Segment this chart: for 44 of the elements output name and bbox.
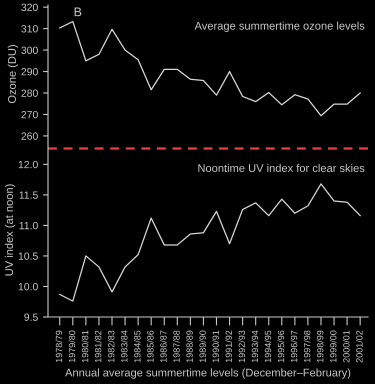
x-tick-label: 1997/98: [304, 330, 310, 362]
y-tick-label: 270: [21, 110, 38, 118]
y-tick-label: 11.5: [20, 192, 38, 199]
y-tick-label: 290: [21, 68, 38, 76]
x-tick-label: 1995/96: [278, 330, 284, 362]
y-tick-label: 320: [21, 4, 38, 12]
y-tick-label: 9.5: [24, 314, 38, 321]
y-tick-label: 310: [21, 25, 38, 32]
x-tick-label: 1996/97: [290, 330, 298, 362]
x-tick-label: 1985/86: [146, 330, 154, 362]
y-tick-label: 300: [21, 46, 38, 54]
y-tick-label: 260: [21, 132, 38, 140]
x-tick-label: 1981/82: [94, 330, 102, 362]
x-tick-label: 2001/02: [356, 330, 363, 362]
x-tick-label: 1987/88: [173, 330, 180, 362]
y-tick-label: 10.0: [18, 282, 38, 290]
y-tick-label: 280: [21, 89, 38, 97]
x-tick-label: 1992/93: [238, 330, 246, 362]
x-tick-label: 1980/81: [82, 330, 88, 362]
x-tick-label: 2000/01: [342, 330, 350, 362]
line-series: [59, 183, 361, 302]
x-tick-label: 1979/80: [68, 330, 76, 362]
x-tick-label: 1982/83: [108, 330, 114, 362]
y-axis-title: UV index (at noon): [4, 184, 16, 276]
x-tick-label: 1983/84: [120, 330, 128, 362]
x-tick-label: 1999/00: [330, 330, 336, 362]
x-tick-label: 1978/79: [56, 330, 62, 362]
x-tick-label: 1990/91: [212, 330, 219, 362]
x-tick-label: 1986/87: [160, 330, 167, 362]
x-tick-label: 1989/90: [199, 330, 206, 362]
y-tick-label: 11.0: [20, 222, 38, 230]
x-tick-label: 1988/89: [186, 330, 193, 362]
y-tick-label: 12.0: [18, 160, 38, 168]
annotation: Average summertime ozone levels: [194, 22, 364, 32]
x-tick-label: 1993/94: [251, 330, 258, 362]
annotation: B: [74, 8, 82, 16]
y-axis-title: Ozone (DU): [8, 45, 18, 104]
y-tick-label: 10.5: [18, 252, 38, 260]
x-tick-label: 1998/99: [316, 330, 324, 362]
x-tick-label: 1991/92: [225, 330, 232, 362]
x-tick-label: 1994/95: [264, 330, 272, 362]
annotation: Noontime UV index for clear skies: [198, 164, 364, 172]
x-tick-label: 1984/85: [134, 330, 141, 362]
x-axis-title: Annual average summertime levels (December–February): [65, 368, 350, 379]
